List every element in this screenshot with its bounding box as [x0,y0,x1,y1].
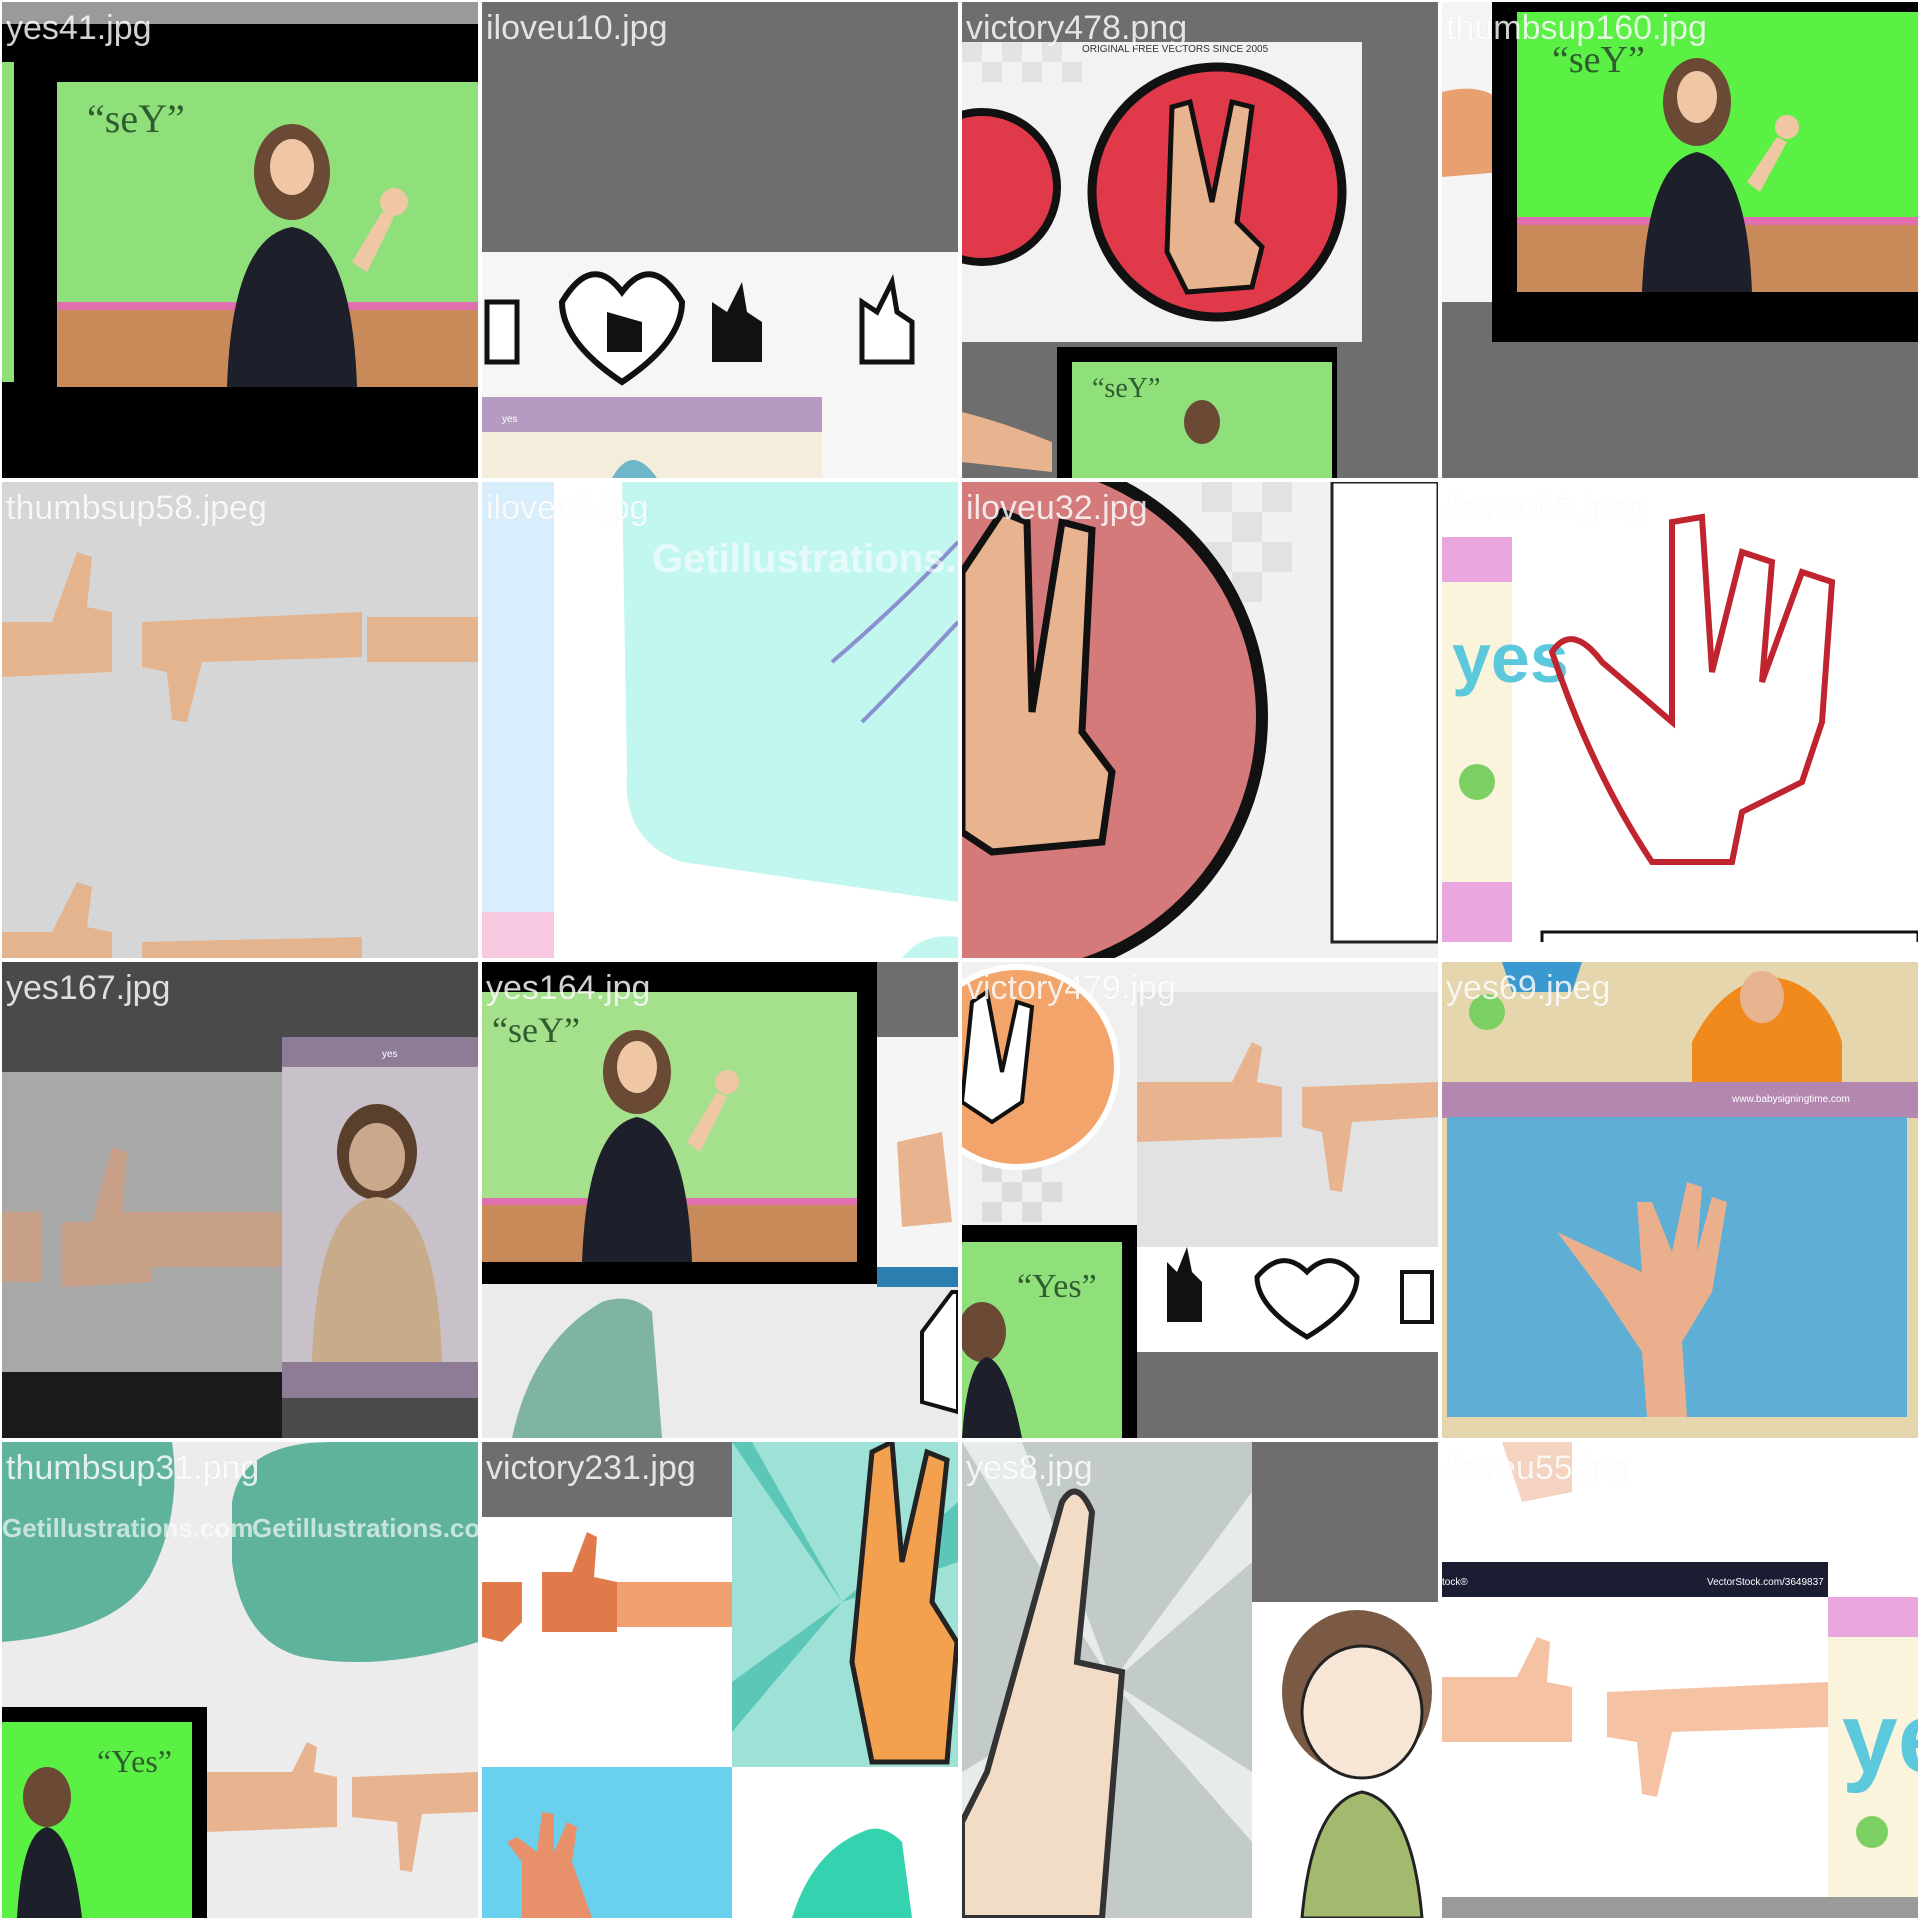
grid-tile[interactable]: “seY” thumbsup160.jpg [1440,0,1920,480]
svg-text:yes: yes [1452,619,1569,697]
collage-thumbnail: yes [2,962,478,1438]
illustration-thumbnail: Getillustrations.com [482,482,958,958]
svg-text:“seY”: “seY” [1092,373,1160,404]
victory-hand-icon [1164,98,1265,295]
ily-hand-photo [1557,1182,1727,1417]
grid-tile[interactable]: yes8.jpg [960,1440,1440,1920]
teal-thumbs-thumbnail: Getillustrations.com Getillustrations.co… [2,1442,478,1918]
teal-thumb-shape [792,1828,912,1918]
grid-tile[interactable]: ORIGINAL FREE VECTORS SINCE 2005 “seY” v… [960,0,1440,480]
yes-banner-text: yes [502,414,518,425]
ily-photo-thumbnail: www.babysigningtime.com [1442,962,1918,1438]
pointing-hand-icon [962,1488,1126,1918]
thumbs-up-down-thumbnail [2,482,478,958]
sign-video-thumbnail: “seY” [1442,2,1918,478]
thumbs-down-hand [142,612,362,722]
svg-text:yes: yes [1842,1682,1918,1794]
collage-thumbnail: “Yes” [962,962,1438,1438]
sign-video-thumbnail: “seY” [482,962,958,1438]
victory-hand-icon [962,507,1116,856]
grid-tile[interactable]: “seY” yes164.jpg [480,960,960,1440]
heart-hand-icon [1254,1258,1360,1340]
ily-hand-photo [507,1812,592,1918]
victory-sign-closeup [962,482,1438,958]
watermark: Getillustrations.com [652,537,958,581]
grid-tile[interactable]: yes iloveu66.jpeg [1440,480,1920,960]
thumbs-stock-thumbnail: tock® VectorStock.com/3649837 yes [1442,1442,1918,1918]
sign-video-thumbnail: “seY” [2,2,478,478]
ily-outline-icon [859,274,915,365]
cartoon-woman-face [1300,1644,1424,1780]
grid-tile[interactable]: yes yes167.jpg [0,960,480,1440]
grid-tile[interactable]: Getillustrations.com iloveu8.jpg [480,480,960,960]
teal-thumb-shape [512,1298,662,1438]
svg-text:“Yes”: “Yes” [97,1743,172,1779]
teal-hand-shape [622,482,958,902]
grid-tile[interactable]: “seY” yes41.jpg [0,0,480,480]
ily-outline-icon [1548,513,1836,865]
svg-text:www.babysigningtime.com: www.babysigningtime.com [1731,1094,1850,1105]
collage-thumbnail [962,1442,1438,1918]
ily-hand-icon [1167,1247,1202,1322]
grid-tile[interactable]: tock® VectorStock.com/3649837 yes iloveu… [1440,1440,1920,1920]
vectorstock-brand: tock® [1442,1577,1468,1588]
grid-tile[interactable]: iloveu32.jpg [960,480,1440,960]
grid-tile[interactable]: victory231.jpg [480,1440,960,1920]
iloveyou-icons-thumbnail: yes [482,2,958,478]
svg-text:“seY”: “seY” [1552,39,1645,81]
grid-tile[interactable]: www.babysigningtime.com yes69.jpeg [1440,960,1920,1440]
svg-text:yes: yes [382,1049,398,1060]
ily-hand-icon [712,282,762,362]
grid-tile[interactable]: “Yes” victory479.jpg [960,960,1440,1440]
victory-sign-thumbnail: ORIGINAL FREE VECTORS SINCE 2005 “seY” [962,2,1438,478]
svg-text:“seY”: “seY” [492,1010,580,1050]
svg-text:Getillustrations.com: Getillustrations.com [252,1513,478,1543]
grid-tile[interactable]: thumbsup58.jpeg [0,480,480,960]
victory-hand-icon [849,1442,958,1765]
vectorstock-id: VectorStock.com/3649837 [1707,1577,1824,1588]
vectorportal-caption: ORIGINAL FREE VECTORS SINCE 2005 [1082,44,1269,55]
svg-text:“Yes”: “Yes” [1017,1268,1097,1305]
yes-caption: “seY” [87,96,185,141]
grid-tile[interactable]: yes iloveu10.jpg [480,0,960,480]
watermark: Getillustrations.com [2,1513,253,1543]
collage-thumbnail [482,1442,958,1918]
grid-tile[interactable]: Getillustrations.com Getillustrations.co… [0,1440,480,1920]
iloveyou-outline-thumbnail: yes [1442,482,1918,958]
thumbs-up-hand [2,552,112,677]
teal-thumb-shape [232,1442,478,1662]
